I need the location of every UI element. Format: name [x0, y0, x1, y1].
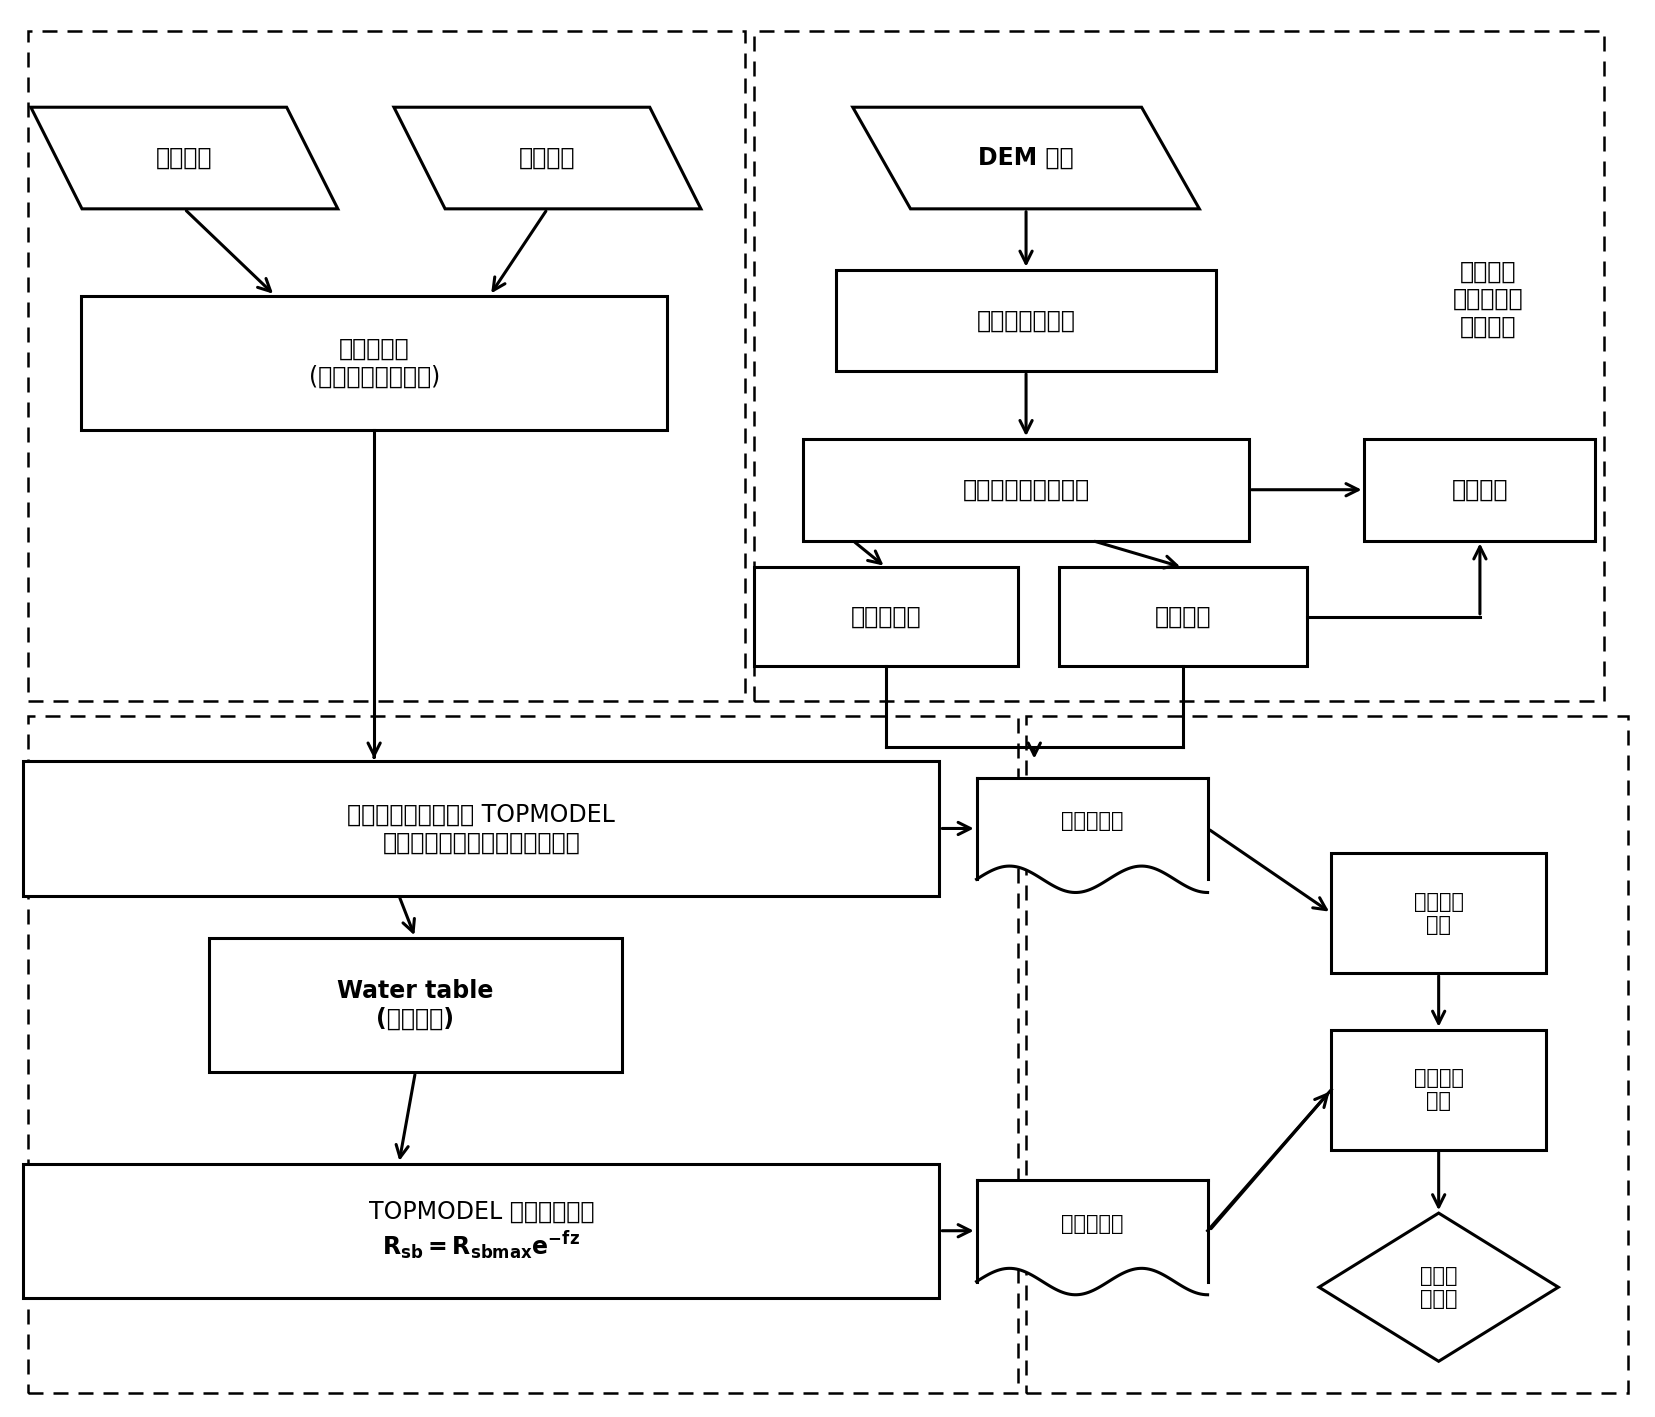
Text: 地形指数: 地形指数 — [1451, 478, 1508, 502]
Bar — [753, 31, 1602, 701]
Text: 地表径流量: 地表径流量 — [1061, 812, 1122, 832]
Bar — [23, 761, 938, 896]
Text: 子流域划分: 子流域划分 — [851, 605, 920, 629]
Text: 出口总
径流量: 出口总 径流量 — [1418, 1265, 1456, 1309]
Bar — [28, 716, 1018, 1393]
Bar — [1364, 439, 1594, 540]
Text: TOPMODEL 地下径流方案
$\mathbf{R_{sb}= R_{sbmax}e^{-fz}}$: TOPMODEL 地下径流方案 $\mathbf{R_{sb}= R_{sbma… — [369, 1200, 594, 1261]
Polygon shape — [976, 1180, 1206, 1295]
Bar — [209, 938, 621, 1071]
Text: 数据预处理
(空间聚集或离散等): 数据预处理 (空间聚集或离散等) — [308, 337, 440, 388]
Polygon shape — [852, 108, 1198, 208]
Bar — [836, 269, 1215, 371]
Text: 等流时线
汇流: 等流时线 汇流 — [1413, 891, 1463, 935]
Text: DEM 数据: DEM 数据 — [978, 146, 1072, 170]
Bar — [1331, 1030, 1546, 1149]
Text: 地下径流量: 地下径流量 — [1061, 1213, 1122, 1234]
Polygon shape — [31, 108, 338, 208]
Text: 等流时线: 等流时线 — [1154, 605, 1210, 629]
Text: 饱和源积
时空动态分
布可视化: 饱和源积 时空动态分 布可视化 — [1451, 259, 1523, 339]
Polygon shape — [394, 108, 700, 208]
Bar — [753, 567, 1018, 666]
Bar — [1026, 716, 1627, 1393]
Bar — [23, 1163, 938, 1298]
Text: 基于蓄水容量曲线和 TOPMODEL
土壤分层结构的新地表产流方案: 基于蓄水容量曲线和 TOPMODEL 土壤分层结构的新地表产流方案 — [348, 802, 616, 854]
Text: 流向计算，河网提取: 流向计算，河网提取 — [962, 478, 1089, 502]
Bar — [81, 296, 667, 429]
Bar — [1331, 853, 1546, 973]
Polygon shape — [976, 778, 1206, 893]
Text: Water table
(地下水位): Water table (地下水位) — [338, 979, 493, 1030]
Text: 降水数据: 降水数据 — [156, 146, 212, 170]
Text: 蒸发数据: 蒸发数据 — [520, 146, 576, 170]
Bar — [1059, 567, 1306, 666]
Text: 马斯京根
汇流: 马斯京根 汇流 — [1413, 1068, 1463, 1111]
Bar — [28, 31, 745, 701]
Polygon shape — [1319, 1213, 1557, 1362]
Text: 填注（新算法）: 填注（新算法） — [976, 309, 1074, 333]
Bar — [803, 439, 1248, 540]
